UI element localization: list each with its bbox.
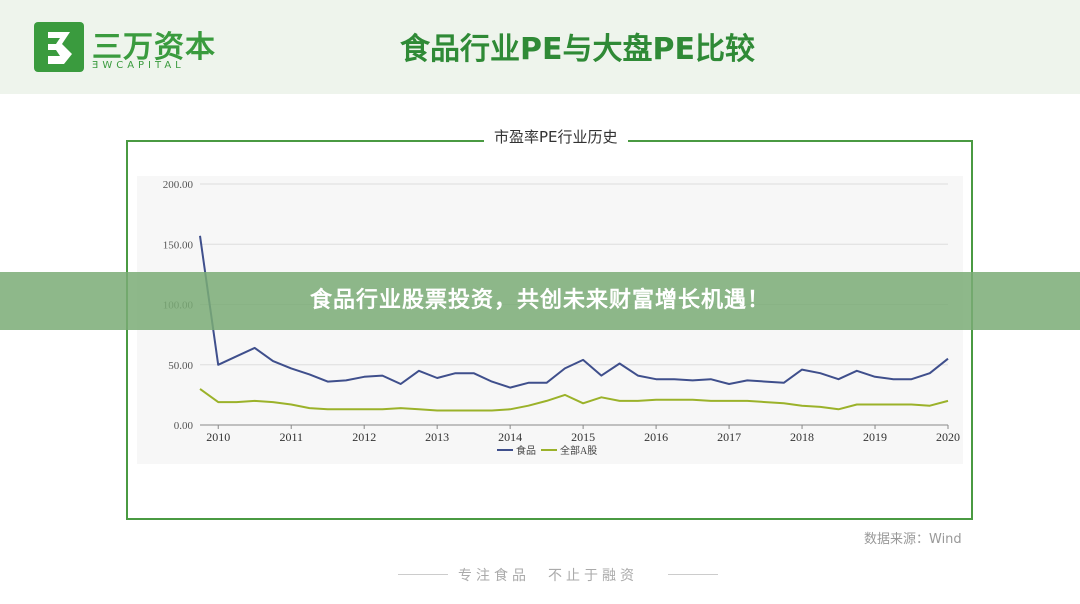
- chart-title: 市盈率PE行业历史: [484, 126, 628, 147]
- header-bar: 三万资本 ƎWCAPITAL 食品行业PE与大盘PE比较: [0, 0, 1080, 94]
- y-tick-label: 150.00: [163, 239, 194, 251]
- page-title: 食品行业PE与大盘PE比较: [400, 32, 755, 67]
- x-tick-label: 2019: [863, 430, 887, 444]
- x-tick-label: 2014: [498, 430, 522, 444]
- x-tick-label: 2013: [425, 430, 449, 444]
- x-tick-label: 2016: [644, 430, 668, 444]
- data-source: 数据来源：Wind: [864, 532, 962, 547]
- series-line-all-a: [199, 388, 949, 412]
- legend-label: 全部A股: [560, 444, 597, 457]
- banner-text: 食品行业股票投资，共创未来财富增长机遇！: [309, 288, 770, 313]
- y-tick-label: 50.00: [168, 360, 193, 372]
- slogan-divider-left: [398, 574, 448, 575]
- logo-subtext: ƎWCAPITAL: [92, 60, 185, 71]
- slogan: 专注食品 不止于融资: [458, 568, 638, 584]
- x-tick-label: 2011: [279, 430, 303, 444]
- logo-text: 三万资本: [92, 30, 216, 65]
- overlay-banner: 食品行业股票投资，共创未来财富增长机遇！: [0, 272, 1080, 330]
- x-tick-label: 2012: [352, 430, 376, 444]
- slogan-divider-right: [668, 574, 718, 575]
- y-tick-label: 0.00: [174, 420, 194, 432]
- y-tick-label: 200.00: [163, 179, 194, 191]
- legend-label: 食品: [516, 444, 536, 457]
- x-tick-label: 2020: [936, 430, 960, 444]
- x-tick-label: 2015: [571, 430, 595, 444]
- series-line-food: [199, 235, 949, 389]
- logo-icon: [34, 22, 84, 72]
- x-tick-label: 2018: [790, 430, 814, 444]
- x-tick-label: 2010: [206, 430, 230, 444]
- x-tick-label: 2017: [717, 430, 741, 444]
